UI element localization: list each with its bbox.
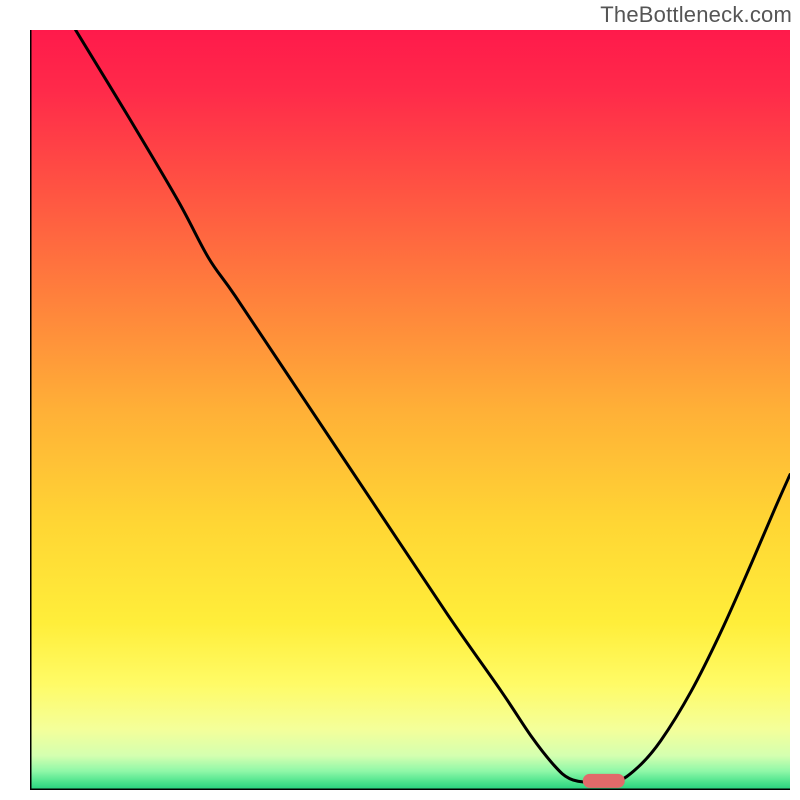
chart-container [30,30,790,790]
watermark-text: TheBottleneck.com [600,2,792,28]
optimum-marker [583,774,625,788]
bottleneck-chart [30,30,790,790]
